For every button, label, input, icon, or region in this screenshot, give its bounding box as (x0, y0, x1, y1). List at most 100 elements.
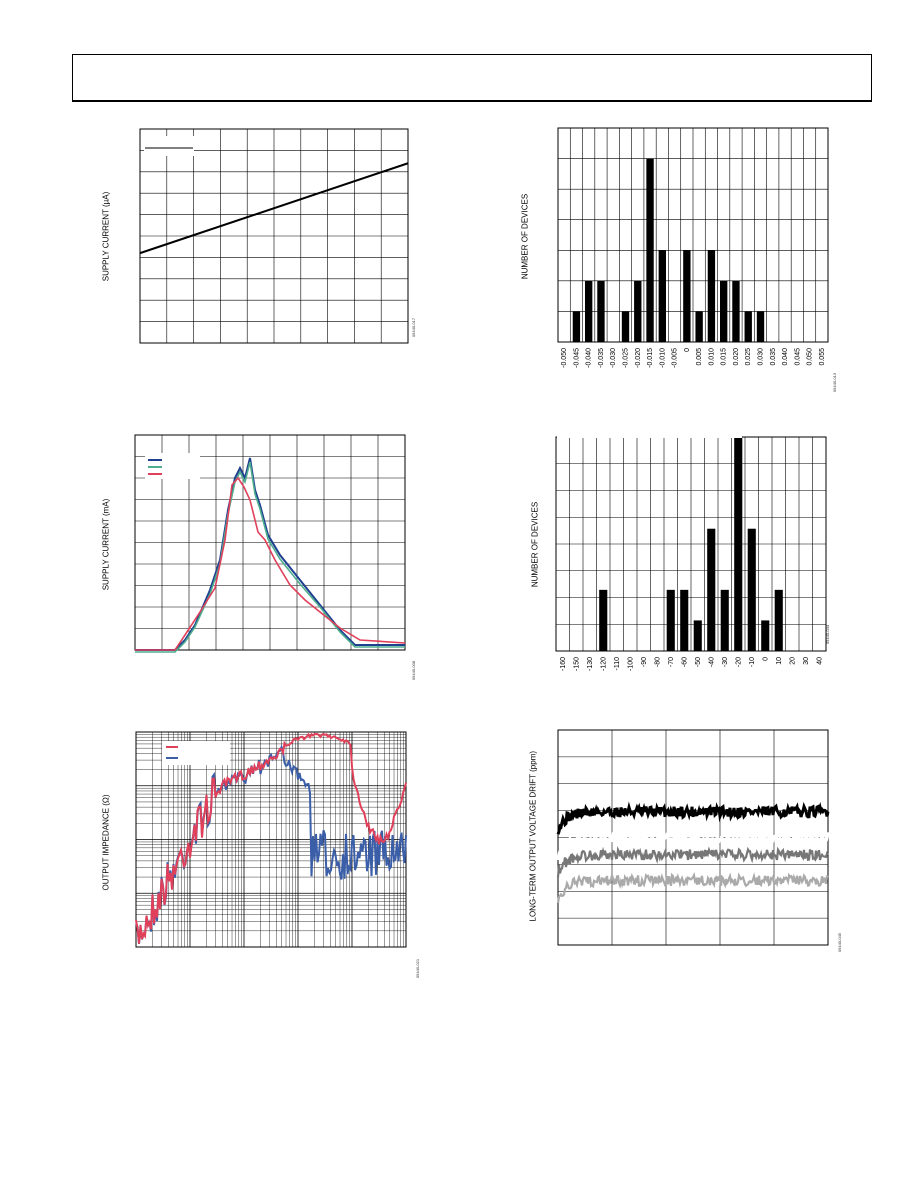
histogram-bar (761, 620, 770, 651)
histogram-bar (599, 589, 608, 651)
y-axis-label: NUMBER OF DEVICES (530, 501, 540, 588)
histogram-bar (572, 311, 581, 342)
histogram-bar (707, 528, 716, 651)
histogram-bar (646, 158, 654, 342)
x-tick-label: 40 (816, 657, 823, 665)
legend-box (144, 136, 194, 156)
histogram-bar (695, 311, 703, 342)
page-header-frame (72, 54, 872, 102)
plot-frame (557, 127, 829, 343)
plot-frame (557, 729, 829, 946)
x-tick-label: -0.025 (623, 348, 630, 368)
figure-code: 09440-021 (415, 958, 421, 979)
histogram-bar (621, 311, 630, 342)
x-tick-label: -80 (654, 657, 661, 667)
histogram-bar (683, 250, 691, 342)
series-line (139, 162, 409, 255)
histogram-bar (747, 528, 756, 651)
figure-code: 09440-045 (837, 932, 843, 953)
x-tick-label: -30 (722, 657, 729, 667)
x-tick-label: -100 (627, 657, 634, 671)
histogram-bar (680, 589, 689, 651)
figure-code: 09440-017 (411, 317, 417, 338)
x-tick-label: 30 (803, 657, 810, 665)
legend-box (145, 453, 200, 479)
histogram-bar (720, 280, 728, 342)
y-axis-label: NUMBER OF DEVICES (520, 193, 530, 280)
series-line (135, 457, 405, 651)
x-tick-label: -60 (681, 657, 688, 667)
series-line (135, 461, 405, 653)
y-axis-label: OUTPUT IMPEDANCE (Ω) (101, 794, 111, 891)
y-axis-label: LONG-TERM OUTPUT VOLTAGE DRIFT (ppm) (528, 750, 538, 922)
plot-frame (139, 128, 409, 344)
histogram-bar (666, 589, 675, 651)
x-tick-label: -130 (587, 657, 594, 671)
x-tick-label: -0.015 (647, 348, 654, 368)
histogram-bar (720, 589, 729, 651)
x-tick-label: 0 (762, 657, 769, 661)
x-tick-label: 0.015 (721, 348, 728, 366)
x-tick-label: -0.040 (586, 348, 593, 368)
x-tick-label: -20 (735, 657, 742, 667)
series-line (556, 828, 830, 861)
histogram-bar (774, 589, 783, 651)
x-tick-label: 0.050 (807, 348, 814, 366)
histogram-bar (732, 280, 740, 342)
histogram-bar (707, 250, 716, 342)
histogram-bar (597, 280, 605, 342)
x-tick-label: -0.045 (573, 348, 580, 368)
y-axis-label: SUPPLY CURRENT (mA) (101, 498, 111, 591)
x-tick-label: -0.030 (610, 348, 617, 368)
plot-frame (555, 436, 827, 652)
x-tick-label: 0.030 (758, 348, 765, 366)
x-tick-label: 0.010 (708, 348, 715, 366)
series-line (135, 732, 407, 944)
x-tick-label: -10 (749, 657, 756, 667)
series-line (556, 872, 829, 904)
x-tick-label: -0.020 (635, 348, 642, 368)
histogram-bar (744, 311, 752, 342)
plot-frame (135, 731, 407, 948)
x-tick-label: -0.035 (598, 348, 605, 368)
x-tick-label: -120 (600, 657, 607, 671)
x-tick-label: 0.025 (745, 348, 752, 366)
x-tick-label: -50 (695, 657, 702, 667)
x-tick-label: 0.005 (696, 348, 703, 366)
x-tick-label: 10 (776, 657, 783, 665)
series-line (135, 476, 406, 651)
histogram-bar (634, 280, 642, 342)
x-tick-label: -0.010 (659, 348, 666, 368)
x-tick-label: -150 (573, 657, 580, 671)
histogram-bar (585, 280, 593, 342)
x-tick-label: 0.040 (782, 348, 789, 366)
x-tick-label: 0.035 (770, 348, 777, 366)
histogram-bar (756, 311, 765, 342)
x-tick-label: -0.005 (672, 348, 679, 368)
plot-frame (134, 434, 406, 651)
y-axis-label: SUPPLY CURRENT (µA) (101, 191, 111, 282)
x-tick-label: -160 (560, 657, 567, 671)
figure-code: 09440-008 (411, 660, 417, 681)
legend-box (162, 741, 230, 765)
histogram-bar (734, 437, 743, 651)
series-line (556, 845, 829, 878)
series-line (556, 801, 830, 835)
figure-code: 09440-013 (832, 372, 838, 393)
x-tick-label: -90 (641, 657, 648, 667)
legend-box (557, 428, 742, 438)
x-tick-label: -0.050 (561, 348, 568, 368)
histogram-bar (693, 620, 702, 651)
x-tick-label: 0.020 (733, 348, 740, 366)
x-tick-label: 0.055 (819, 348, 826, 366)
x-tick-label: 20 (789, 657, 796, 665)
histogram-bar (658, 250, 666, 342)
x-tick-label: -40 (708, 657, 715, 667)
series-line (135, 744, 407, 944)
